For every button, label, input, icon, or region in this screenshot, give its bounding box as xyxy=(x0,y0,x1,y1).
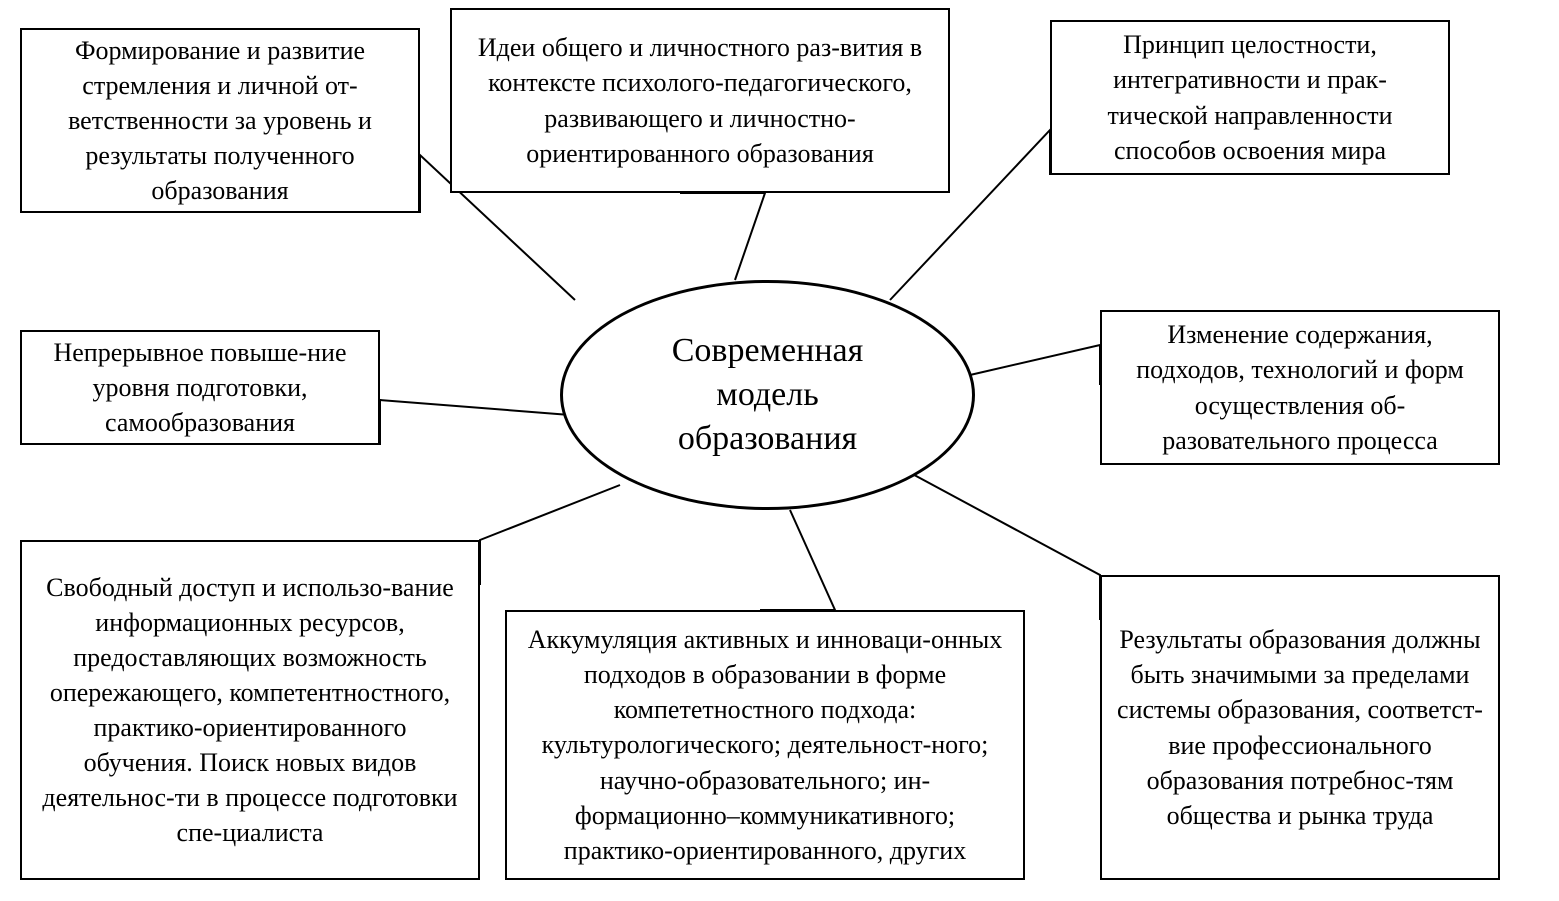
node-n6: Свободный доступ и использо-вание информ… xyxy=(20,540,480,880)
node-n5: Изменение содержания, подходов, технолог… xyxy=(1100,310,1500,465)
center-node: Современнаямодельобразования xyxy=(560,280,975,510)
node-label: Непрерывное повыше-ние уровня подготовки… xyxy=(36,335,364,440)
connector-n6 xyxy=(480,485,620,585)
node-n4: Непрерывное повыше-ние уровня подготовки… xyxy=(20,330,380,445)
connector-n4 xyxy=(380,400,570,445)
node-label: Формирование и развитие стремления и лич… xyxy=(36,33,404,208)
connector-n5 xyxy=(970,345,1100,385)
node-label: Идеи общего и личностного раз-вития в ко… xyxy=(466,30,934,170)
connector-n2 xyxy=(680,193,765,280)
connector-n8 xyxy=(905,470,1100,620)
node-label: Результаты образования должны быть значи… xyxy=(1116,622,1484,833)
center-label: Современнаямодельобразования xyxy=(672,329,864,462)
node-label: Изменение содержания, подходов, технолог… xyxy=(1116,317,1484,457)
node-label: Принцип целостности, интегративности и п… xyxy=(1066,27,1434,167)
node-n8: Результаты образования должны быть значи… xyxy=(1100,575,1500,880)
node-label: Свободный доступ и использо-вание информ… xyxy=(36,570,464,851)
node-n1: Формирование и развитие стремления и лич… xyxy=(20,28,420,213)
node-n3: Принцип целостности, интегративности и п… xyxy=(1050,20,1450,175)
connector-n7 xyxy=(760,510,835,610)
node-label: Аккумуляция активных и инноваци-онных по… xyxy=(521,622,1009,868)
node-n7: Аккумуляция активных и инноваци-онных по… xyxy=(505,610,1025,880)
node-n2: Идеи общего и личностного раз-вития в ко… xyxy=(450,8,950,193)
